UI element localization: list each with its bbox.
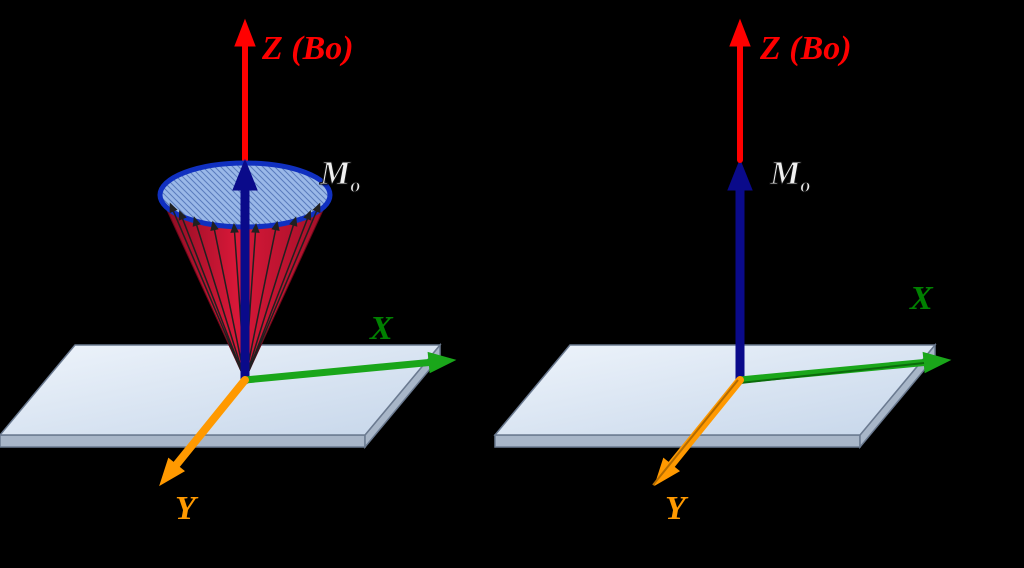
diagram-svg [0, 0, 1024, 563]
right-system [495, 20, 950, 485]
diagram-stage: Z (Bo) Mo X Y Z (Bo) Mo X Y [0, 0, 1024, 563]
left-system [0, 20, 455, 485]
